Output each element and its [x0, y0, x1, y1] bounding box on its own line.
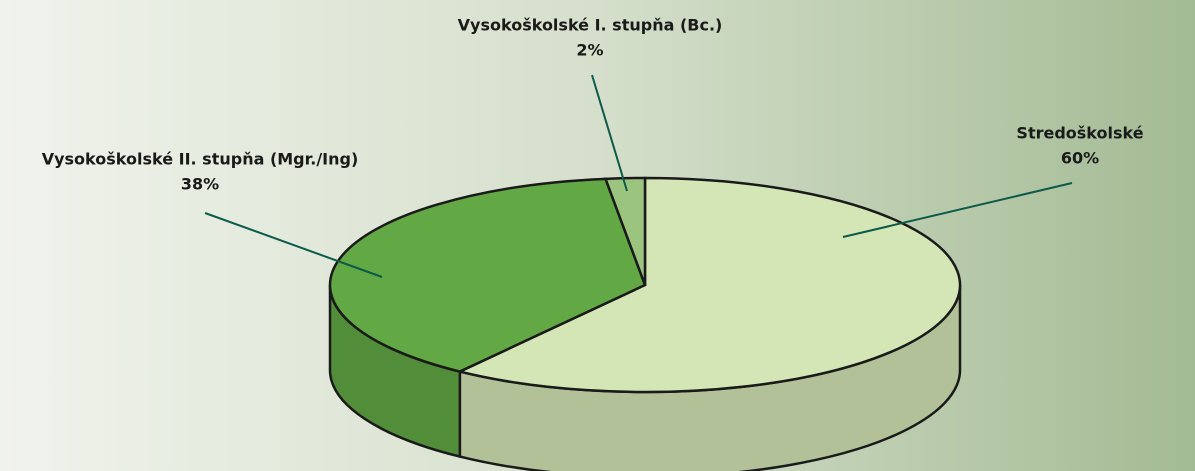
leader-line [204, 212, 383, 278]
leader-line [591, 74, 628, 192]
pie-slice [603, 176, 647, 286]
value-label: 38% [181, 175, 219, 194]
slice-label: Vysokoškolské II. stupňa (Mgr./Ing) [42, 150, 359, 169]
pie [328, 176, 962, 471]
pie-slice [456, 176, 962, 394]
labels: Stredoškolské 60% Vysokoškolské II. stupňa… [42, 16, 1144, 278]
value-label: 60% [1061, 149, 1099, 168]
slice-label: Stredoškolské [1016, 124, 1143, 143]
slice-label: Vysokoškolské I. stupňa (Bc.) [458, 16, 723, 35]
pie-slice [328, 177, 647, 373]
value-label: 2% [576, 41, 603, 60]
leader-line [842, 182, 1073, 238]
